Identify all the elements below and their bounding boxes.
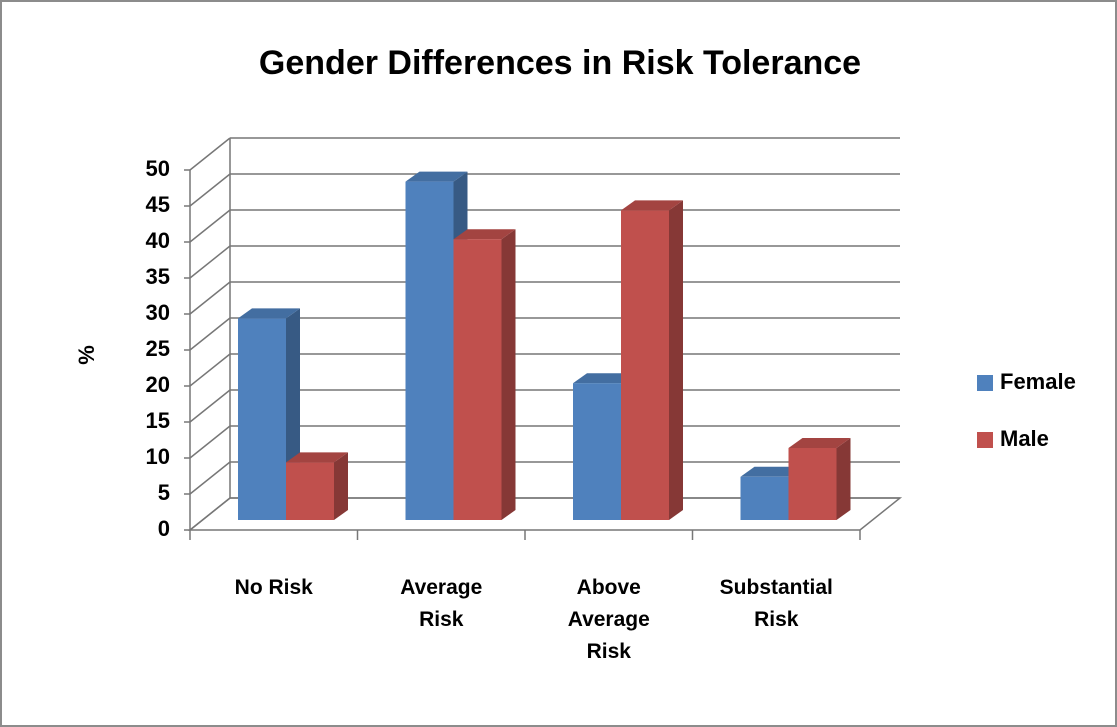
grid-line — [189, 137, 231, 171]
y-tick-label: 40 — [146, 228, 170, 253]
y-tick-label: 25 — [146, 336, 170, 361]
y-tick-label: 5 — [158, 480, 170, 505]
bar-side — [669, 200, 683, 520]
y-axis-label: % — [74, 345, 99, 365]
bar — [238, 318, 286, 520]
grid-line — [189, 209, 231, 243]
y-tick-label: 0 — [158, 516, 170, 541]
grid-line — [189, 425, 231, 459]
bar-top — [286, 452, 348, 463]
x-tick-label: No Risk — [234, 576, 313, 599]
x-tick-label: Substantial Risk — [719, 576, 833, 631]
bar-side — [501, 229, 516, 520]
bar — [740, 476, 789, 520]
bar-top — [573, 373, 635, 384]
bar-top — [453, 229, 516, 240]
y-tick-label: 45 — [146, 192, 170, 217]
bar-top — [238, 308, 300, 319]
bar — [453, 239, 502, 520]
bar-top — [405, 171, 468, 182]
y-tick-label: 15 — [146, 408, 170, 433]
bar — [788, 448, 837, 520]
y-tick-label: 10 — [146, 444, 170, 469]
legend-label: Male — [1000, 426, 1049, 451]
grid-line — [189, 245, 231, 279]
bar — [286, 462, 334, 520]
grid-line — [189, 497, 231, 531]
y-tick-label: 30 — [146, 300, 170, 325]
legend-swatch — [977, 432, 993, 448]
grid-line — [189, 461, 231, 495]
bar-side — [836, 438, 851, 520]
bar — [621, 210, 669, 520]
bar-side — [334, 452, 348, 520]
y-tick-label: 20 — [146, 372, 170, 397]
bar — [573, 383, 621, 520]
bar-top — [788, 438, 851, 448]
grid-line — [189, 317, 231, 351]
legend-swatch — [977, 375, 993, 391]
chart-title: Gender Differences in Risk Tolerance — [259, 44, 861, 82]
y-tick-label: 50 — [146, 156, 170, 181]
y-tick-label: 35 — [146, 264, 170, 289]
grid-line — [189, 353, 231, 387]
grid-line — [189, 389, 231, 423]
grid-line — [189, 173, 231, 207]
x-tick-label: Average Risk — [400, 576, 483, 631]
legend-label: Female — [1000, 369, 1076, 394]
bar-top — [740, 466, 803, 477]
grid-line — [189, 281, 231, 315]
x-tick-label: Above Average Risk — [567, 576, 650, 663]
bar — [405, 181, 454, 520]
bar-top — [621, 200, 683, 211]
